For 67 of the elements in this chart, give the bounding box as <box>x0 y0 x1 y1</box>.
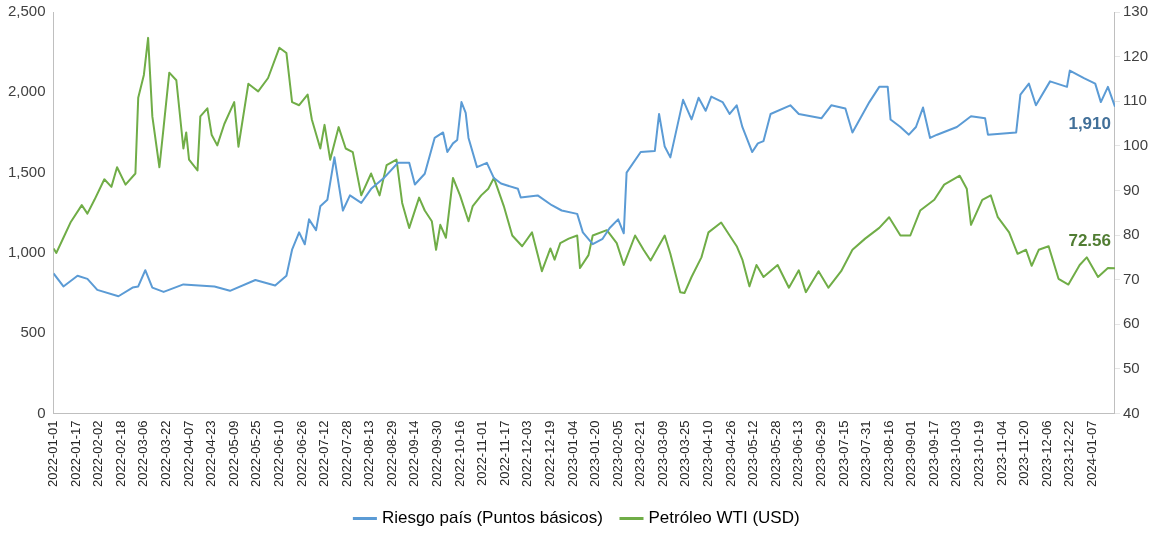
x-tick-label: 2022-07-12 <box>316 420 332 487</box>
data-label: 1,910 <box>1068 114 1111 134</box>
x-tick-label: 2023-03-09 <box>654 420 670 487</box>
y-tick-label: 2,000 <box>7 82 46 100</box>
x-tick-label: 2022-02-02 <box>90 420 106 487</box>
y2-tick-label: 70 <box>1122 269 1140 287</box>
y2-tick-label: 90 <box>1122 180 1140 198</box>
x-tick-label: 2022-12-19 <box>541 420 557 487</box>
y2-tick-label: 100 <box>1122 135 1148 153</box>
legend-label: Riesgo país (Puntos básicos) <box>381 508 603 528</box>
x-tick-label: 2023-09-01 <box>903 420 919 487</box>
x-tick-label: 2022-02-18 <box>112 420 128 487</box>
x-tick-label: 2023-04-26 <box>722 420 738 487</box>
x-tick-label: 2023-01-20 <box>587 420 603 487</box>
x-tick-label: 2023-03-25 <box>677 420 693 487</box>
x-tick-label: 2022-11-01 <box>474 420 490 487</box>
x-tick-label: 2023-12-06 <box>1038 420 1054 487</box>
y2-tick-label: 130 <box>1122 2 1148 20</box>
x-tick-label: 2022-06-26 <box>293 420 309 487</box>
x-tick-label: 2022-08-29 <box>383 420 399 487</box>
x-tick-label: 2023-11-04 <box>993 420 1009 487</box>
y2-tick-label: 40 <box>1122 403 1140 421</box>
x-tick-label: 2022-03-22 <box>158 420 174 487</box>
x-tick-label: 2022-01-17 <box>67 420 83 487</box>
x-tick-label: 2023-06-13 <box>790 420 806 487</box>
x-tick-label: 2023-06-29 <box>812 420 828 487</box>
x-tick-label: 2024-01-07 <box>1083 420 1099 487</box>
y2-tick-label: 60 <box>1122 314 1140 332</box>
x-tick-label: 2022-07-28 <box>338 420 354 487</box>
legend-label: Petróleo WTI (USD) <box>648 508 800 528</box>
x-tick-label: 2023-04-10 <box>700 420 716 487</box>
x-tick-label: 2023-09-17 <box>925 420 941 487</box>
x-tick-label: 2023-08-16 <box>880 420 896 487</box>
x-tick-label: 2022-05-09 <box>225 420 241 487</box>
x-tick-label: 2022-10-16 <box>451 420 467 487</box>
x-tick-label: 2023-07-15 <box>835 420 851 487</box>
x-tick-label: 2023-10-19 <box>971 420 987 487</box>
y-tick-label: 1,500 <box>7 162 46 180</box>
x-tick-label: 2022-04-07 <box>180 420 196 487</box>
data-label: 72.56 <box>1068 230 1111 250</box>
x-tick-label: 2022-01-01 <box>45 420 61 487</box>
y-tick-label: 0 <box>37 403 46 421</box>
x-tick-label: 2022-08-13 <box>361 420 377 487</box>
y-tick-label: 500 <box>20 323 46 341</box>
x-tick-label: 2023-07-31 <box>858 420 874 487</box>
x-tick-label: 2023-02-05 <box>609 420 625 487</box>
x-tick-label: 2023-05-28 <box>767 420 783 487</box>
y2-tick-label: 120 <box>1122 46 1148 64</box>
x-tick-label: 2022-03-06 <box>135 420 151 487</box>
x-tick-label: 2022-09-30 <box>429 420 445 487</box>
x-tick-label: 2023-12-22 <box>1061 420 1077 487</box>
x-tick-label: 2022-04-23 <box>203 420 219 487</box>
y2-tick-label: 80 <box>1122 225 1140 243</box>
x-tick-label: 2022-06-10 <box>270 420 286 487</box>
x-tick-label: 2022-09-14 <box>406 420 422 487</box>
x-tick-label: 2023-05-12 <box>745 420 761 487</box>
x-tick-label: 2022-12-03 <box>519 420 535 487</box>
x-tick-label: 2022-05-25 <box>248 420 264 487</box>
y2-tick-label: 110 <box>1122 91 1147 109</box>
x-tick-label: 2023-10-03 <box>948 420 964 487</box>
y2-tick-label: 50 <box>1122 359 1140 377</box>
y-tick-label: 1,000 <box>7 243 46 261</box>
x-tick-label: 2023-11-20 <box>1016 420 1032 487</box>
x-tick-label: 2022-11-17 <box>496 420 512 487</box>
y-tick-label: 2,500 <box>7 2 46 20</box>
x-tick-label: 2023-01-04 <box>564 420 580 487</box>
x-tick-label: 2023-02-21 <box>632 420 648 487</box>
